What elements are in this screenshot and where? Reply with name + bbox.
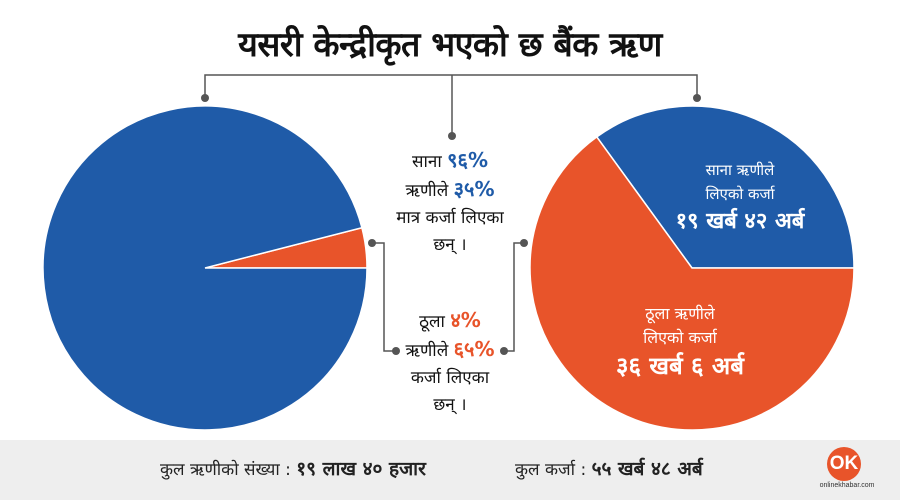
pie-chart-loans — [529, 105, 855, 431]
right-connector-dot-bottom — [500, 347, 508, 355]
top-bracket-dot-left — [201, 94, 209, 102]
left-pie-slice-1 — [42, 105, 368, 431]
top-stem-dot — [448, 132, 456, 140]
small-loan-amount: १९ खर्ब ४२ अर्ब — [675, 209, 805, 234]
total-loan-label: कुल कर्जा : — [515, 460, 587, 480]
connector-lines — [201, 74, 701, 355]
right-connector-dot-top — [520, 239, 528, 247]
small-note-line4: छन् । — [433, 235, 467, 255]
large-label: ठूला — [419, 312, 445, 332]
large-note-line3: कर्जा लिएका — [410, 368, 490, 388]
large-loan-line1: ठूला ऋणीले — [645, 304, 715, 323]
total-borrowers: कुल ऋणीको संख्या : १९ लाख ४० हजार — [160, 455, 426, 481]
pie-chart-borrowers — [42, 105, 368, 431]
large-loan-share: ६५% — [453, 337, 495, 361]
total-loan: कुल कर्जा : ५५ खर्ब ४८ अर्ब — [515, 455, 703, 481]
large-loan-amount: ३६ खर्ब ६ अर्ब — [616, 352, 744, 380]
left-connector-dot-bottom — [392, 347, 400, 355]
large-borrowers-share: ४% — [450, 308, 481, 332]
chart-canvas — [42, 74, 855, 431]
small-label: साना — [412, 152, 442, 172]
total-borrowers-label: कुल ऋणीको संख्या : — [160, 460, 291, 480]
small-loan-line2: लिएको कर्जा — [705, 185, 775, 203]
onlinekhabar-logo: OK onlinekhabar.com — [820, 447, 874, 491]
large-note-line4: छन् । — [433, 395, 467, 415]
total-loan-value: ५५ खर्ब ४८ अर्ब — [591, 458, 703, 480]
small-note-line3: मात्र कर्जा लिएका — [396, 208, 504, 228]
right-connector — [504, 242, 524, 352]
top-bracket — [204, 74, 698, 97]
large-loan-label: ठूला ऋणीले लिएको कर्जा ३६ खर्ब ६ अर्ब — [590, 302, 770, 378]
small-borrowers-note: साना ९६% ऋणीले ३५% मात्र कर्जा लिएका छन्… — [380, 147, 520, 259]
borrowers-label: ऋणीले — [405, 341, 449, 361]
small-loan-label: साना ऋणीले लिएको कर्जा १९ खर्ब ४२ अर्ब — [660, 158, 820, 234]
right-pie-slice-1 — [529, 135, 855, 431]
small-loan-share: ३५% — [453, 177, 495, 201]
large-loan-line2: लिएको कर्जा — [643, 328, 717, 347]
logo-mark: OK — [827, 447, 861, 481]
borrowers-label: ऋणीले — [405, 181, 449, 201]
right-pie-slice-0 — [595, 105, 855, 269]
footer-bar: कुल ऋणीको संख्या : १९ लाख ४० हजार कुल कर… — [0, 440, 900, 500]
small-borrowers-share: ९६% — [447, 148, 488, 172]
chart-title: यसरी केन्द्रीकृत भएको छ बैंक ऋण — [238, 25, 662, 65]
total-borrowers-value: १९ लाख ४० हजार — [296, 458, 426, 480]
left-connector — [372, 242, 396, 352]
top-bracket-dot-right — [693, 94, 701, 102]
logo-text: onlinekhabar.com — [819, 482, 875, 489]
large-borrowers-note: ठूला ४% ऋणीले ६५% कर्जा लिएका छन् । — [380, 307, 520, 419]
small-loan-line1: साना ऋणीले — [705, 161, 775, 179]
left-connector-dot-top — [368, 239, 376, 247]
